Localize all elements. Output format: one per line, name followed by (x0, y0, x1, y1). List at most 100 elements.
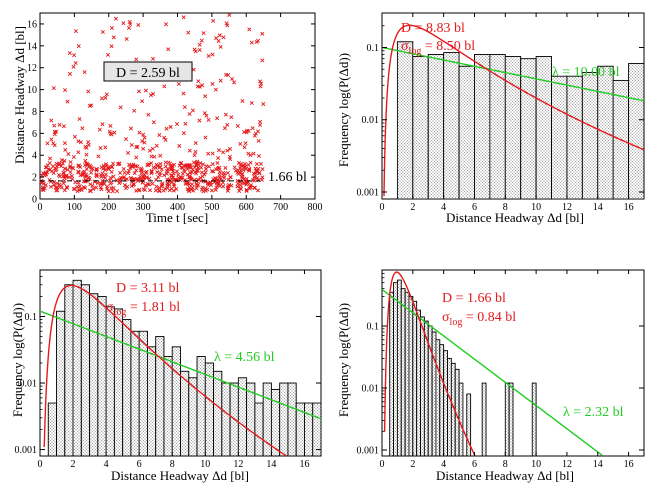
scatter-point (62, 178, 67, 183)
histogram-bar (312, 402, 322, 457)
scatter-point (103, 145, 108, 150)
histogram-bar (47, 402, 57, 457)
scatter-point (242, 165, 247, 170)
p1-xtick-label: 100 (67, 202, 82, 213)
scatter-point (172, 184, 177, 189)
scatter-point (175, 169, 180, 174)
scatter-point (256, 38, 261, 43)
scatter-point (200, 83, 205, 88)
scatter-point (260, 58, 265, 63)
p4-fit-lambda: λ = 2.32 bl (563, 405, 624, 420)
scatter-point (218, 44, 223, 49)
panel-hist-3: Frequency log(P(Δd)) Distance Headway Δd… (336, 269, 645, 483)
histogram-bar (400, 288, 406, 457)
scatter-point (252, 174, 257, 179)
scatter-point (190, 182, 195, 187)
scatter-point (256, 138, 261, 143)
histogram-bar (566, 75, 583, 200)
scatter-point (154, 143, 159, 148)
scatter-point (195, 159, 200, 164)
scatter-point (176, 82, 181, 87)
scatter-point (135, 178, 141, 183)
p1-ytick-label: 4 (32, 151, 37, 162)
p3-fit-sigma: σlog = 1.81 bl (106, 300, 180, 318)
scatter-point (250, 126, 255, 131)
p4-fit-sigma: σlog = 0.84 bl (442, 310, 516, 328)
scatter-point (111, 174, 116, 179)
p1-plot-area: 0 100 200 300 400 500 600 700 800 0 2 4 6 8 10 12 14 16 (27, 12, 323, 213)
p1-ytick-label: 12 (27, 63, 37, 74)
scatter-point (99, 174, 104, 179)
histogram-bar (113, 308, 124, 457)
scatter-point (71, 155, 76, 160)
p2-xtick-label: 16 (624, 202, 634, 213)
scatter-point (128, 126, 133, 131)
scatter-point (190, 108, 195, 113)
p4-xtick-label: 4 (441, 459, 446, 470)
scatter-point (78, 140, 84, 145)
scatter-point (134, 168, 139, 173)
scatter-point (161, 188, 166, 193)
scatter-point (61, 124, 66, 129)
scatter-point (223, 112, 228, 117)
scatter-point (77, 163, 82, 168)
scatter-point (239, 163, 244, 168)
scatter-point (103, 172, 108, 177)
lognormal-fit-line (383, 24, 645, 197)
scatter-point (197, 118, 202, 123)
scatter-point (61, 171, 66, 176)
scatter-point (72, 134, 77, 139)
scatter-point (109, 169, 114, 174)
scatter-point (213, 87, 218, 92)
scatter-point (90, 183, 95, 188)
scatter-point (43, 182, 48, 188)
scatter-point (249, 40, 254, 45)
histogram-bar (458, 65, 475, 200)
scatter-point (140, 175, 145, 180)
histogram-bar (180, 370, 190, 457)
scatter-point (244, 187, 249, 192)
scatter-point (169, 167, 174, 172)
scatter-point (237, 189, 242, 194)
scatter-point (124, 36, 129, 42)
scatter-point (127, 19, 132, 24)
scatter-point (252, 185, 257, 190)
scatter-point (238, 186, 243, 191)
scatter-point (106, 189, 111, 194)
scatter-point (45, 141, 50, 146)
scatter-point (62, 166, 67, 171)
scatter-point (124, 137, 129, 142)
scatter-point (151, 56, 156, 61)
scatter-point (109, 44, 114, 49)
scatter-point (167, 188, 172, 193)
scatter-point (258, 84, 263, 89)
p2-xtick-label: 10 (531, 202, 541, 213)
scatter-point (68, 160, 73, 165)
scatter-point (115, 189, 120, 194)
scatter-point (163, 137, 168, 142)
scatter-point (137, 130, 142, 135)
scatter-point (229, 183, 234, 188)
scatter-point (163, 22, 169, 27)
histogram-bar (56, 310, 66, 457)
exponential-fit-line (381, 46, 645, 102)
p1-xtick-label: 400 (170, 202, 185, 213)
scatter-point (58, 184, 63, 189)
scatter-point (87, 177, 92, 182)
scatter-point (54, 161, 59, 166)
scatter-point (143, 88, 148, 93)
scatter-point (100, 29, 105, 35)
scatter-point (214, 185, 219, 190)
p3-xtick-label: 6 (137, 459, 142, 470)
scatter-point (177, 143, 182, 148)
scatter-point (193, 149, 198, 154)
scatter-point (57, 162, 62, 167)
scatter-point (157, 189, 162, 194)
scatter-point (252, 133, 257, 138)
histogram-bar (474, 54, 491, 200)
scatter-point (158, 153, 163, 158)
scatter-point (186, 189, 192, 194)
scatter-point (203, 135, 208, 140)
scatter-point (132, 171, 137, 176)
p4-xtick-label: 16 (624, 459, 634, 470)
